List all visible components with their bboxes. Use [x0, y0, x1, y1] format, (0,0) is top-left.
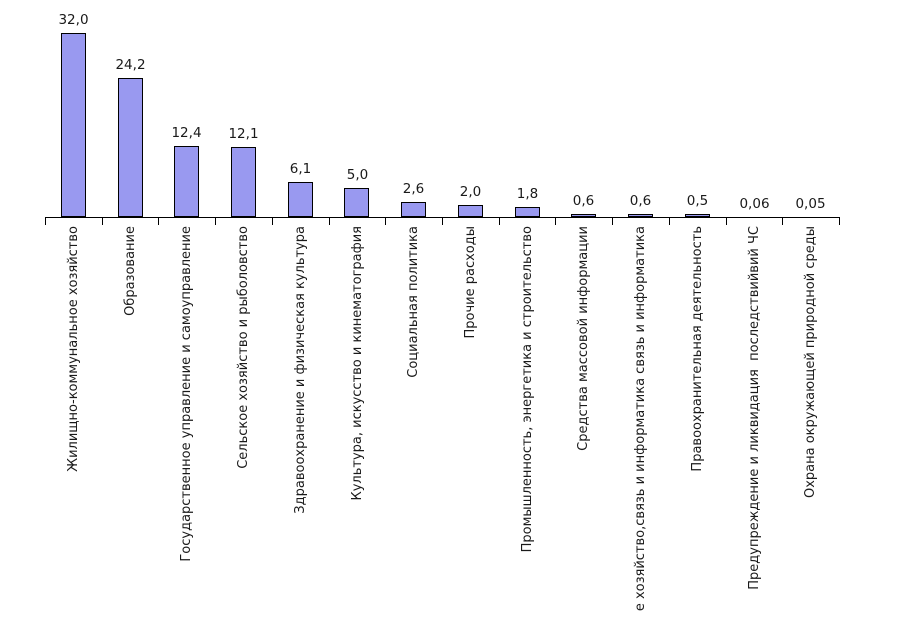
x-axis-label-text: Сельское хозяйство и рыболовство	[236, 226, 251, 469]
bar	[458, 205, 483, 217]
x-axis-label-text: Средства массовой информации	[576, 226, 591, 451]
x-axis-tick	[726, 217, 727, 225]
bar	[685, 214, 710, 217]
x-axis-label: Сельское хозяйство и рыболовство	[215, 226, 272, 630]
bar	[61, 33, 86, 217]
x-axis-tick	[102, 217, 103, 225]
bar-value-label: 0,6	[572, 193, 595, 209]
bar	[571, 214, 596, 217]
bar-value-label: 0,06	[739, 196, 770, 212]
x-axis-tick	[442, 217, 443, 225]
bar-value-label: 12,4	[171, 125, 202, 141]
x-axis-tick	[612, 217, 613, 225]
x-axis-label-text: Социальная политика	[406, 226, 421, 378]
x-axis-tick	[158, 217, 159, 225]
x-axis-label-text: Здравоохранение и физическая культура	[293, 226, 308, 514]
bar	[344, 188, 369, 217]
x-axis-tick	[329, 217, 330, 225]
bar-value-label: 0,6	[629, 193, 652, 209]
bar	[515, 207, 540, 217]
bar-value-label: 24,2	[115, 57, 146, 73]
x-axis-label: Социальная политика	[385, 226, 442, 630]
x-axis-label-text: Прочие расходы	[463, 226, 478, 339]
x-axis-label: Охрана окружающей природной среды	[782, 226, 839, 630]
bar	[231, 147, 256, 217]
bar	[118, 78, 143, 217]
x-axis-tick	[385, 217, 386, 225]
bar-value-label: 12,1	[228, 126, 259, 142]
x-axis-label-text: Образование	[123, 226, 138, 316]
bar-value-label: 0,5	[686, 193, 709, 209]
bar-value-label: 2,6	[402, 181, 425, 197]
x-axis-label-text: Государственное управление и самоуправле…	[179, 226, 194, 562]
bar-value-label: 1,8	[516, 186, 539, 202]
x-axis-label: Жилищно-коммунальное хозяйство	[45, 226, 102, 630]
x-axis-label-text: Жилищно-коммунальное хозяйство	[66, 226, 81, 472]
bar	[401, 202, 426, 217]
x-axis-label-text: Правоохранительная деятельность	[690, 226, 705, 472]
bar-value-label: 0,05	[795, 196, 826, 212]
bar-value-label: 6,1	[289, 161, 312, 177]
x-axis-label-text: Промышленность, энергетика и строительст…	[520, 226, 535, 553]
x-axis-label-text: Предупреждение и ликвидация последствийв…	[747, 226, 762, 590]
x-axis-label: Образование	[102, 226, 159, 630]
x-axis-tick	[272, 217, 273, 225]
x-axis-label-text: Культура, искусство и кинематография	[350, 226, 365, 501]
x-axis-tick	[555, 217, 556, 225]
x-axis-label: Культура, искусство и кинематография	[329, 226, 386, 630]
x-axis-label: Правоохранительная деятельность	[669, 226, 726, 630]
bar	[628, 214, 653, 217]
x-axis-tick	[669, 217, 670, 225]
x-axis-label: Промышленность, энергетика и строительст…	[499, 226, 556, 630]
x-axis-tick	[45, 217, 46, 225]
x-axis-label-text: е хозяйство,связь и информатика связь и …	[633, 226, 648, 612]
bar-value-label: 32,0	[58, 12, 89, 28]
x-axis-tick	[215, 217, 216, 225]
x-axis-label: Прочие расходы	[442, 226, 499, 630]
bar	[288, 182, 313, 217]
x-axis-label: Здравоохранение и физическая культура	[272, 226, 329, 630]
x-axis-tick	[499, 217, 500, 225]
x-axis-tick	[839, 217, 840, 225]
x-axis-label: Государственное управление и самоуправле…	[158, 226, 215, 630]
bar-value-label: 2,0	[459, 184, 482, 200]
bar	[174, 146, 199, 217]
bar-value-label: 5,0	[346, 167, 369, 183]
x-axis-tick	[782, 217, 783, 225]
x-axis-label-text: Охрана окружающей природной среды	[803, 226, 818, 499]
x-axis-label: е хозяйство,связь и информатика связь и …	[612, 226, 669, 630]
x-axis-label: Предупреждение и ликвидация последствийв…	[726, 226, 783, 630]
x-axis-label: Средства массовой информации	[555, 226, 612, 630]
